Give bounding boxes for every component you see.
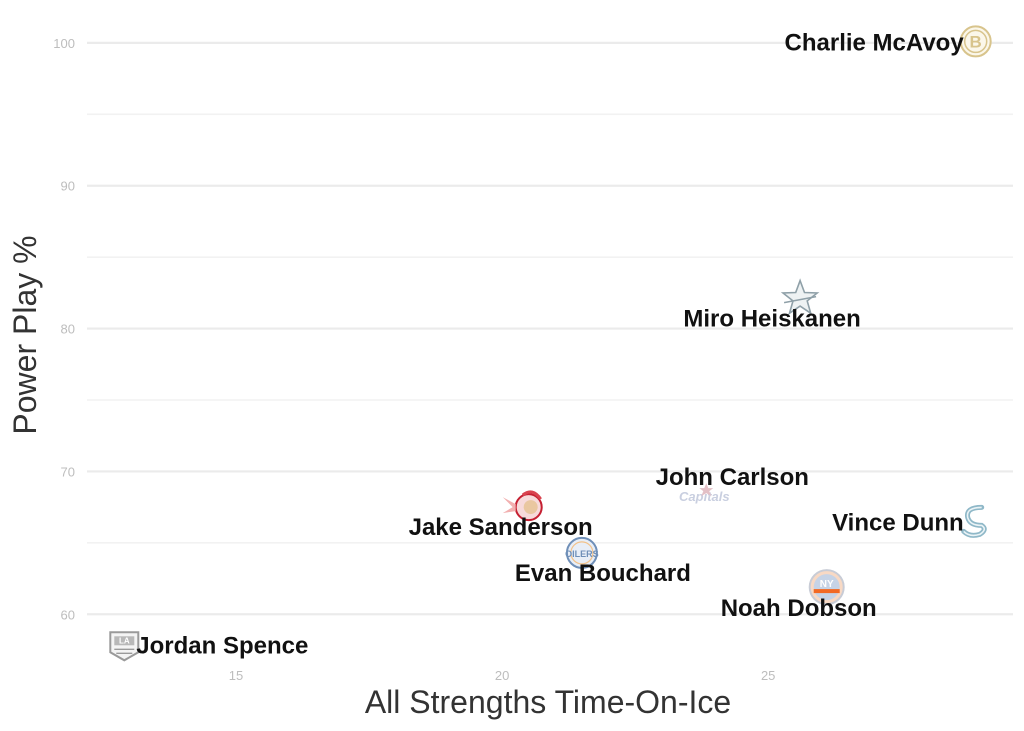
point-label: Vince Dunn (832, 509, 964, 536)
grid-lines (87, 41, 1013, 616)
svg-text:OILERS: OILERS (565, 549, 599, 559)
svg-text:B: B (970, 32, 982, 51)
svg-text:Capitals: Capitals (679, 489, 730, 504)
point-label: Charlie McAvoy (785, 29, 965, 56)
new-york-islanders-logo-icon: NY (808, 569, 845, 606)
point-label: Evan Bouchard (515, 560, 691, 587)
y-axis-ticks: 60 70 80 90 100 (53, 36, 75, 622)
x-tick-label: 25 (761, 668, 775, 683)
x-tick-label: 15 (229, 668, 243, 683)
point-label: Jordan Spence (136, 632, 308, 659)
ottawa-senators-logo-icon (502, 490, 543, 522)
point-label: Miro Heiskanen (683, 306, 860, 333)
x-axis-ticks: 15 20 25 (229, 668, 776, 683)
y-tick-label: 70 (61, 464, 75, 479)
washington-capitals-logo-icon: Capitals (679, 483, 730, 504)
y-tick-label: 80 (61, 322, 75, 337)
svg-text:NY: NY (820, 579, 834, 590)
point-label: Jake Sanderson (409, 514, 593, 541)
point-label: John Carlson (656, 464, 809, 491)
edmonton-oilers-logo-icon: OILERS (565, 536, 599, 569)
boston-bruins-logo-icon: B (959, 25, 992, 58)
dallas-stars-logo-icon (780, 278, 820, 316)
x-axis-title: All Strengths Time-On-Ice (365, 684, 731, 720)
seattle-kraken-logo-icon (961, 504, 987, 538)
svg-text:LA: LA (119, 636, 130, 645)
y-tick-label: 60 (61, 607, 75, 622)
y-tick-label: 90 (61, 179, 75, 194)
y-tick-label: 100 (53, 36, 75, 51)
point-label: Noah Dobson (721, 595, 877, 622)
y-axis-title: Power Play % (7, 235, 43, 434)
los-angeles-kings-logo-icon: LA (109, 631, 140, 662)
data-points: B Charlie McAvoy Miro Heiskanen CapitalsJoh… (109, 25, 992, 662)
x-tick-label: 20 (495, 668, 509, 683)
